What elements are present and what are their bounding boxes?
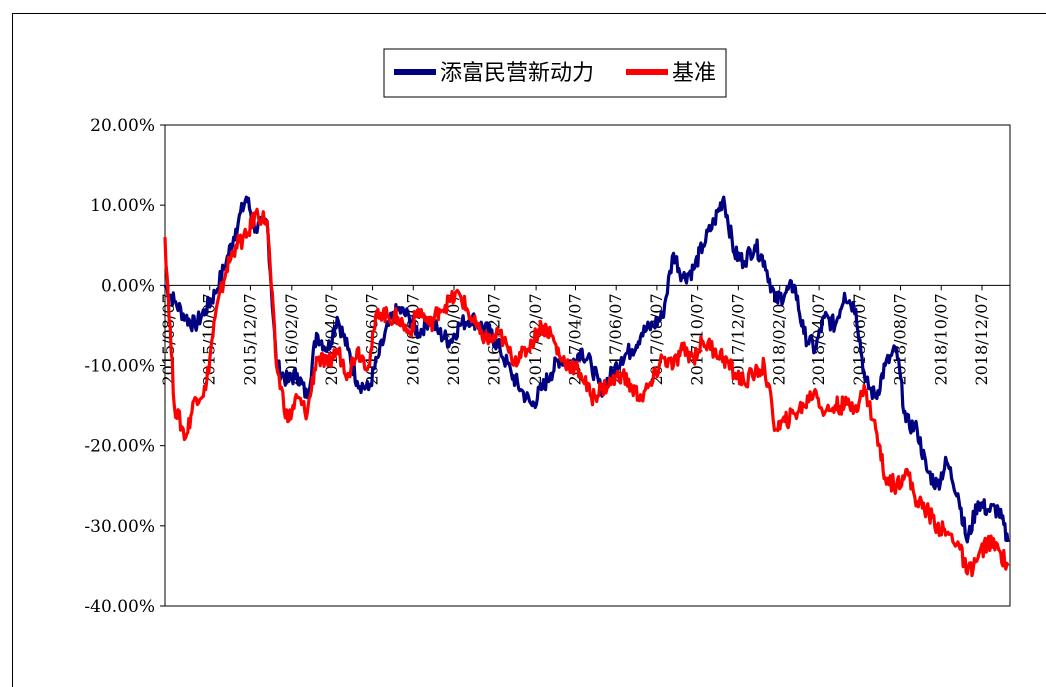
y-tick-label: -10.00% (84, 357, 155, 377)
y-tick-label: -40.00% (84, 597, 155, 617)
x-tick-label: 2018/12/07 (972, 293, 991, 385)
x-tick-label: 2015/12/07 (240, 293, 259, 385)
series-layer (163, 195, 1010, 578)
x-tick-label: 2016/02/07 (282, 293, 301, 385)
y-tick-label: -30.00% (84, 517, 155, 537)
y-tick-label: -20.00% (84, 437, 155, 457)
x-tick-label: 2018/02/07 (770, 293, 789, 385)
y-tick-label: 10.00% (90, 196, 155, 216)
legend-label-benchmark: 基准 (672, 61, 716, 86)
legend-box (383, 48, 727, 98)
y-tick-label: 20.00% (90, 116, 155, 136)
chart-frame (12, 13, 1046, 687)
y-axis: 20.00% 10.00% 0.00% -10.00% -20.00% -30.00% -4… (84, 116, 165, 617)
x-tick-label: 2017/10/07 (688, 293, 707, 385)
plot-area (164, 124, 1011, 607)
legend: 添富民营新动力 基准 (383, 48, 727, 98)
series-line-benchmark (163, 207, 1010, 578)
legend-label-fund: 添富民营新动力 (440, 61, 594, 86)
series-line-fund (163, 195, 1010, 544)
x-tick-label: 2018/10/07 (931, 293, 950, 385)
y-tick-label: 0.00% (101, 276, 155, 296)
x-tick-label: 2018/08/07 (891, 293, 910, 385)
x-tick-label: 2016/08/07 (403, 293, 422, 385)
